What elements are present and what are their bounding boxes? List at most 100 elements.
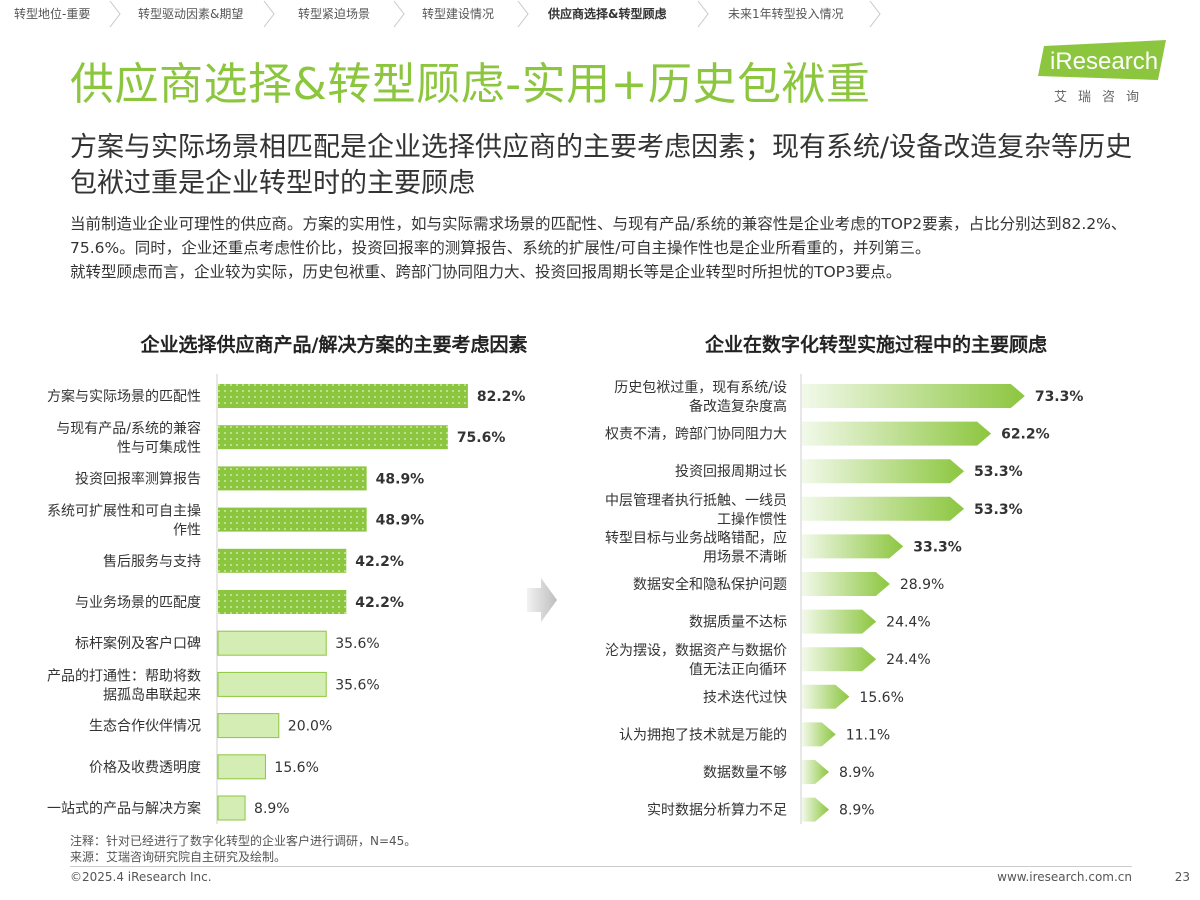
left-chart-title: 企业选择供应商产品/解决方案的主要考虑因素 <box>140 334 528 356</box>
left-category-label: 标杆案例及客户口碑 <box>75 635 201 652</box>
right-arrow-bar <box>802 572 890 596</box>
footer-source: 来源：艾瑞咨询研究院自主研究及绘制。 <box>70 850 287 864</box>
tab-supplier-selection[interactable]: 供应商选择&转型顾虑 <box>548 7 667 21</box>
right-category-label: 实时数据分析算力不足 <box>647 803 787 819</box>
right-category-label: 认为拥抱了技术就是万能的 <box>619 727 787 743</box>
right-bar-value: 8.9% <box>839 765 875 781</box>
iresearch-logo: iResearch 艾瑞咨询 <box>1038 40 1166 105</box>
right-arrow-bar <box>802 684 850 709</box>
page-subtitle: 方案与实际场景相匹配是企业选择供应商的主要考虑因素；现有系统/设备改造复杂等历史… <box>70 132 1133 199</box>
left-bar <box>217 795 246 821</box>
right-category-label: 中层管理者执行抵触、一线员工操作惯性 <box>605 493 787 528</box>
supplier-factors-chart: 82.2% 方案与实际场景的匹配性 75.6% 与现有产品/系统的兼容性与可集成性 48… <box>47 374 526 824</box>
left-bar <box>218 507 367 532</box>
right-arrow-bar <box>802 534 904 559</box>
right-category-label: 历史包袱过重，现有系统/设备改造复杂度高 <box>614 379 787 415</box>
chevron-right-icon <box>517 0 529 28</box>
footer-note: 注释：针对已经进行了数字化转型的企业客户进行调研，N=45。 <box>70 834 417 848</box>
right-arrow-bar <box>802 722 836 747</box>
left-bar-value: 42.2% <box>355 554 404 570</box>
right-category-label: 数据数量不够 <box>703 765 787 781</box>
left-category-label: 与业务场景的匹配度 <box>75 595 201 611</box>
chevron-right-icon <box>697 0 709 28</box>
right-bar-value: 24.4% <box>886 615 930 631</box>
left-bar <box>218 548 347 573</box>
left-bar <box>218 590 347 614</box>
left-bar <box>217 671 327 697</box>
left-bar <box>217 754 266 780</box>
chevron-right-icon <box>263 0 275 28</box>
right-bar-value: 53.3% <box>974 464 1023 480</box>
right-category-label: 沦为摆设，数据资产与数据价值无法正向循环 <box>605 643 787 678</box>
left-bar <box>218 384 468 408</box>
body-paragraph-1: 当前制造业企业可理性的供应商。方案的实用性，如与实际需求场景的匹配性、与现有产品… <box>70 215 1127 257</box>
left-bar <box>217 713 280 739</box>
footer-notes: 注释：针对已经进行了数字化转型的企业客户进行调研，N=45。 来源：艾瑞咨询研究… <box>70 833 416 865</box>
left-category-label: 方案与实际场景的匹配性 <box>47 388 201 405</box>
breadcrumb-nav: 转型地位-重要 转型驱动因素&期望 转型紧迫场景 转型建设情况 供应商选择&转型… <box>0 0 1200 30</box>
left-bar-value: 48.9% <box>376 513 425 529</box>
right-bar-value: 24.4% <box>886 652 930 668</box>
right-category-label: 投资回报周期过长 <box>675 464 787 480</box>
right-arrow-bar <box>802 421 992 446</box>
right-bar-value: 11.1% <box>846 727 890 743</box>
footer-copyright: ©2025.4 iResearch Inc. <box>70 870 212 884</box>
left-bar-value: 48.9% <box>376 471 425 487</box>
chevron-right-icon <box>109 0 121 28</box>
left-bar <box>218 425 448 450</box>
tab-urgent-scenarios[interactable]: 转型紧迫场景 <box>298 7 371 21</box>
right-arrow-bar <box>802 384 1025 408</box>
left-category-label: 生态合作伙伴情况 <box>89 719 201 735</box>
right-category-label: 转型目标与业务战略错配，应用场景不清晰 <box>605 529 787 565</box>
right-bar-value: 33.3% <box>913 539 962 555</box>
right-chart-title: 企业在数字化转型实施过程中的主要顾虑 <box>704 334 1047 356</box>
right-arrow-bar <box>802 647 877 672</box>
left-bar-value: 35.6% <box>335 636 379 652</box>
left-category-label: 与现有产品/系统的兼容性与可集成性 <box>56 420 201 456</box>
footer-divider <box>70 866 1132 867</box>
arrow-right-icon <box>527 578 557 622</box>
tab-drivers-expectations[interactable]: 转型驱动因素&期望 <box>138 7 244 21</box>
chevron-right-icon <box>869 0 881 28</box>
left-category-label: 系统可扩展性和可自主操作性 <box>47 504 201 539</box>
left-bar <box>217 630 327 656</box>
left-category-label: 售后服务与支持 <box>103 554 201 570</box>
body-paragraph-2: 就转型顾虑而言，企业较为实际，历史包袱重、跨部门协同阻力大、投资回报周期长等是企… <box>70 263 902 281</box>
left-category-label: 投资回报率测算报告 <box>75 470 201 487</box>
left-category-label: 价格及收费透明度 <box>89 760 201 776</box>
chevron-right-icon <box>393 0 405 28</box>
left-bar <box>218 466 367 491</box>
right-bar-value: 28.9% <box>900 577 944 593</box>
page-title: 供应商选择&转型顾虑-实用+历史包袱重 <box>70 59 871 110</box>
footer-website[interactable]: www.iresearch.com.cn <box>997 870 1132 884</box>
left-bar-value: 42.2% <box>355 595 404 611</box>
right-category-label: 数据安全和隐私保护问题 <box>633 576 787 593</box>
logo-badge-icon <box>1038 40 1166 80</box>
tab-construction-status[interactable]: 转型建设情况 <box>422 7 495 21</box>
right-bar-value: 53.3% <box>974 502 1023 518</box>
right-bar-value: 8.9% <box>839 803 875 819</box>
tab-future-investment[interactable]: 未来1年转型投入情况 <box>728 7 844 21</box>
right-bar-value: 15.6% <box>859 690 903 706</box>
left-bar-value: 15.6% <box>274 760 318 776</box>
right-arrow-bar <box>802 459 965 484</box>
right-category-label: 数据质量不达标 <box>689 615 787 631</box>
left-bar-value: 75.6% <box>457 430 506 446</box>
left-bar-value: 20.0% <box>288 719 332 735</box>
right-arrow-bar <box>802 496 965 521</box>
right-bar-value: 73.3% <box>1035 389 1084 405</box>
right-category-label: 技术迭代过快 <box>703 690 787 706</box>
right-bar-value: 62.2% <box>1001 427 1050 443</box>
right-category-label: 权责不清，跨部门协同阻力大 <box>605 427 787 443</box>
logo-text: iResearch <box>1050 48 1159 75</box>
left-category-label: 一站式的产品与解决方案 <box>47 800 201 817</box>
left-bar-value: 8.9% <box>254 801 290 817</box>
left-bar-value: 35.6% <box>335 677 379 693</box>
right-arrow-bar <box>802 609 877 634</box>
left-bar-value: 82.2% <box>477 389 526 405</box>
transformation-concerns-chart: 73.3% 历史包袱过重，现有系统/设备改造复杂度高 62.2% 权责不清，跨部门协同… <box>605 374 1084 824</box>
right-arrow-bar <box>802 760 830 784</box>
right-arrow-bar <box>802 797 830 822</box>
tab-transformation-status[interactable]: 转型地位-重要 <box>14 7 91 21</box>
logo-subtitle: 艾瑞咨询 <box>1053 90 1150 105</box>
